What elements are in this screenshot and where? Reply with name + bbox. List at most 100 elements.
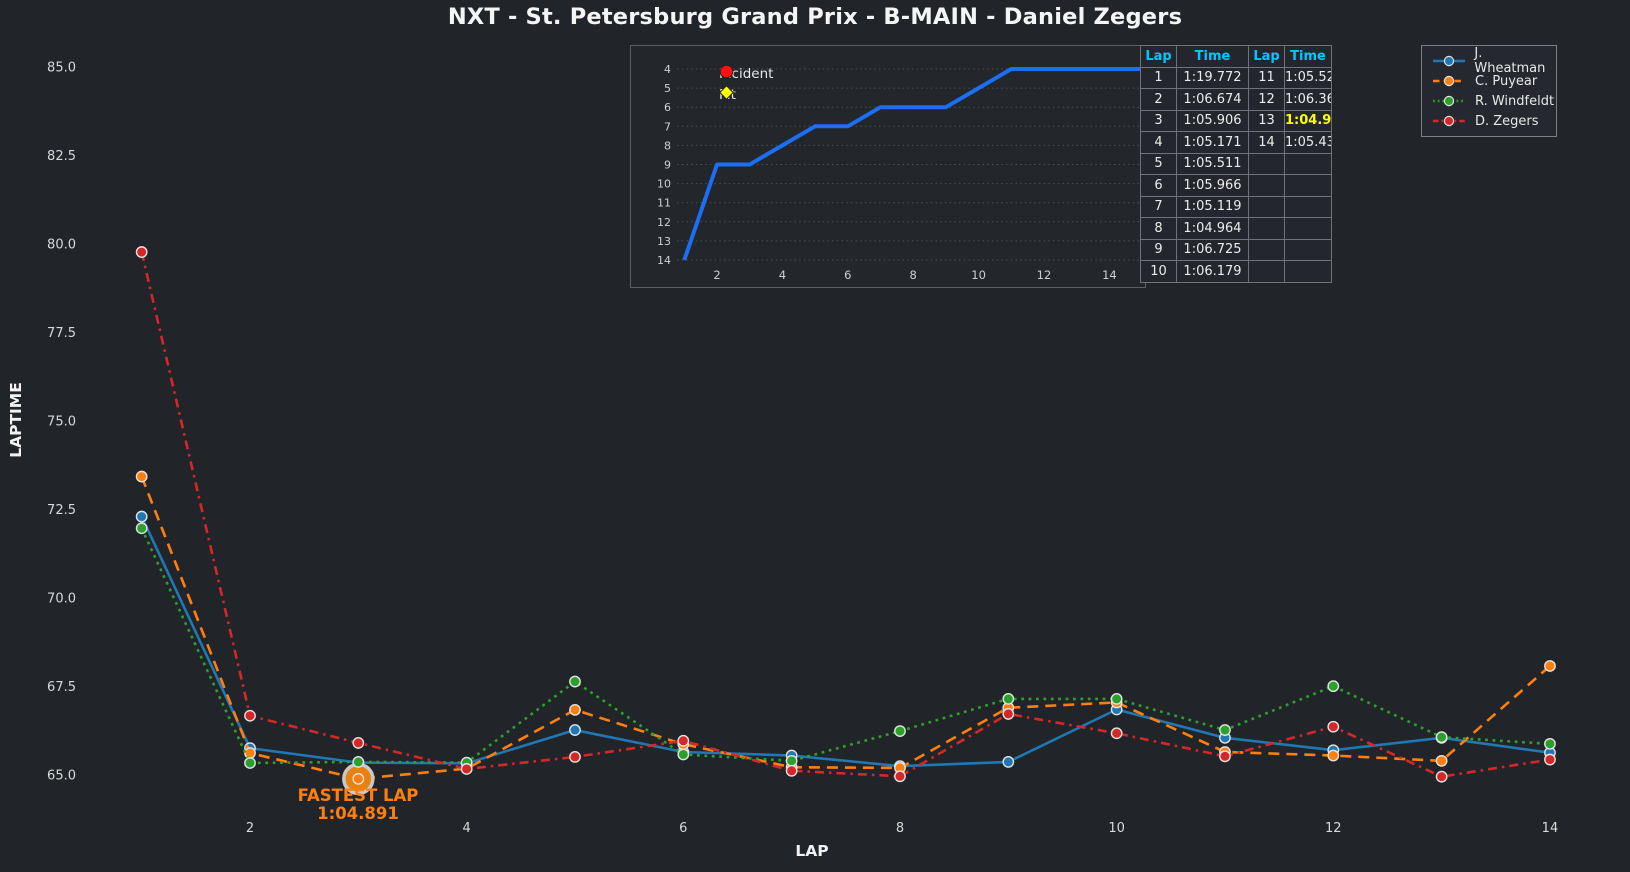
lap-table-cell-r3-c2: 14 bbox=[1248, 131, 1285, 154]
marker-j-wheatman-lap-9 bbox=[1002, 756, 1015, 768]
marker-d-zegers-lap-1 bbox=[135, 246, 148, 258]
legend-line-sample-r-windfeldt bbox=[1433, 95, 1465, 107]
fastest-lap-annotation-time: 1:04.891 bbox=[317, 804, 399, 823]
marker-d-zegers-lap-4 bbox=[460, 763, 473, 775]
lap-table-cell-r0-c1: 1:19.772 bbox=[1176, 66, 1249, 89]
series-markers-c-puyear bbox=[135, 470, 1556, 785]
lap-table-cell-r2-c0: 3 bbox=[1140, 109, 1177, 132]
lap-table-cell-r6-c2 bbox=[1248, 195, 1285, 218]
legend-marker-c-puyear bbox=[1443, 75, 1455, 87]
series-line-c-puyear bbox=[140, 476, 1551, 781]
lap-table-cell-r8-c2 bbox=[1248, 238, 1285, 261]
legend-line-sample-j-wheatman bbox=[1433, 55, 1465, 67]
legend-item-j-wheatman: J. Wheatman bbox=[1422, 46, 1556, 76]
inset-y-tick-6: 6 bbox=[664, 101, 671, 114]
y-tick-label-67.5: 67.5 bbox=[47, 680, 76, 695]
lap-table-header-0: Lap bbox=[1140, 45, 1177, 68]
marker-r-windfeldt-lap-13 bbox=[1435, 731, 1448, 744]
marker-r-windfeldt-lap-12 bbox=[1327, 680, 1340, 693]
lap-table-row-7: 7 1:05.119 bbox=[1140, 195, 1332, 218]
lap-table-cell-r1-c0: 2 bbox=[1140, 88, 1177, 111]
lap-table-cell-r3-c0: 4 bbox=[1140, 131, 1177, 154]
marker-c-puyear-lap-1 bbox=[135, 470, 148, 483]
legend-label-d-zegers: D. Zegers bbox=[1475, 113, 1539, 129]
inset-y-tick-8: 8 bbox=[664, 139, 671, 152]
inset-y-tick-10: 10 bbox=[657, 178, 671, 191]
legend-marker-d-zegers bbox=[1443, 115, 1455, 127]
lap-table-cell-r0-c0: 1 bbox=[1140, 66, 1177, 89]
x-tick-label-12: 12 bbox=[1325, 821, 1342, 836]
lap-table-cell-r2-c3: 1:04.953 bbox=[1284, 109, 1332, 132]
marker-c-puyear-lap-13 bbox=[1435, 754, 1448, 767]
lap-table-cell-r5-c1: 1:05.966 bbox=[1176, 174, 1249, 197]
lap-table-row-9: 9 1:06.725 bbox=[1140, 238, 1332, 261]
marker-r-windfeldt-lap-6 bbox=[677, 748, 690, 761]
legend-line-sample-d-zegers bbox=[1433, 115, 1465, 127]
marker-d-zegers-lap-2 bbox=[244, 709, 256, 722]
marker-d-zegers-lap-3 bbox=[352, 737, 365, 749]
lap-table-cell-r3-c1: 1:05.171 bbox=[1176, 131, 1249, 154]
marker-d-zegers-lap-11 bbox=[1219, 750, 1231, 763]
legend-item-d-zegers: D. Zegers bbox=[1422, 111, 1556, 131]
inset-x-tick-6: 6 bbox=[844, 268, 851, 282]
marker-c-puyear-lap-12 bbox=[1327, 749, 1340, 762]
marker-r-windfeldt-lap-5 bbox=[569, 675, 581, 688]
inset-y-tick-7: 7 bbox=[664, 120, 671, 133]
legend-line-sample-c-puyear bbox=[1433, 75, 1465, 87]
marker-r-windfeldt-lap-9 bbox=[1002, 692, 1015, 705]
marker-j-wheatman-lap-5 bbox=[569, 724, 581, 736]
lap-table-header-2: Lap bbox=[1248, 45, 1285, 68]
lap-table-cell-r2-c1: 1:05.906 bbox=[1176, 109, 1249, 132]
legend-marker-j-wheatman bbox=[1443, 55, 1455, 67]
series-markers-j-wheatman bbox=[135, 510, 1556, 773]
legend-marker-r-windfeldt bbox=[1443, 95, 1455, 107]
legend-item-r-windfeldt: R. Windfeldt bbox=[1422, 91, 1556, 111]
x-axis-title: LAP bbox=[795, 842, 828, 860]
marker-c-puyear-lap-2 bbox=[244, 747, 256, 759]
series-line-d-zegers bbox=[140, 251, 1551, 778]
lap-table-row-5: 5 1:05.511 bbox=[1140, 152, 1332, 175]
marker-d-zegers-lap-6 bbox=[677, 734, 690, 747]
lap-table-cell-r4-c2 bbox=[1248, 152, 1285, 175]
marker-r-windfeldt-lap-11 bbox=[1219, 724, 1231, 736]
marker-d-zegers-lap-5 bbox=[569, 751, 581, 763]
series-markers-d-zegers bbox=[135, 246, 1556, 783]
page-title: NXT - St. Petersburg Grand Prix - B-MAIN… bbox=[447, 4, 1183, 30]
lap-table-cell-r5-c2 bbox=[1248, 174, 1285, 197]
inset-y-tick-12: 12 bbox=[657, 216, 671, 229]
lap-table-row-8: 8 1:04.964 bbox=[1140, 217, 1332, 240]
y-tick-label-80.0: 80.0 bbox=[47, 238, 76, 253]
lap-table-row-10: 10 1:06.179 bbox=[1140, 260, 1332, 283]
lap-table-cell-r7-c3 bbox=[1284, 217, 1332, 240]
marker-d-zegers-lap-12 bbox=[1327, 720, 1340, 733]
incident-marker-icon bbox=[719, 64, 734, 79]
marker-c-puyear-lap-14 bbox=[1544, 660, 1556, 672]
lap-table-header-row: Lap Time Lap Time bbox=[1140, 45, 1332, 68]
y-tick-label-85.0: 85.0 bbox=[47, 61, 76, 76]
x-tick-label-10: 10 bbox=[1108, 821, 1125, 836]
marker-r-windfeldt-lap-3 bbox=[352, 756, 365, 768]
lap-table-cell-r2-c2: 13 bbox=[1248, 109, 1285, 132]
position-inset-svg: 4 5 6 7 8 9 10 11 12 13 14 2 4 6 8 10 12 14 bbox=[657, 63, 1143, 282]
marker-r-windfeldt-lap-1 bbox=[135, 522, 148, 535]
inset-legend-incident: Incident bbox=[719, 64, 773, 84]
position-trace-line bbox=[682, 67, 1143, 261]
inset-x-tick-10: 10 bbox=[971, 268, 986, 282]
y-tick-label-72.5: 72.5 bbox=[47, 503, 76, 518]
lap-table-cell-r0-c3: 1:05.528 bbox=[1284, 66, 1332, 89]
lap-table-header-3: Time bbox=[1284, 45, 1332, 68]
lap-table-cell-r5-c0: 6 bbox=[1140, 174, 1177, 197]
fastest-lap-annotation-label: FASTEST LAP bbox=[298, 786, 419, 805]
inset-y-tick-13: 13 bbox=[657, 235, 671, 248]
marker-d-zegers-lap-13 bbox=[1435, 770, 1448, 783]
inset-y-tick-14: 14 bbox=[657, 254, 671, 267]
lap-table-cell-r7-c2 bbox=[1248, 217, 1285, 240]
x-tick-label-6: 6 bbox=[679, 821, 687, 836]
marker-d-zegers-lap-8 bbox=[894, 770, 906, 783]
